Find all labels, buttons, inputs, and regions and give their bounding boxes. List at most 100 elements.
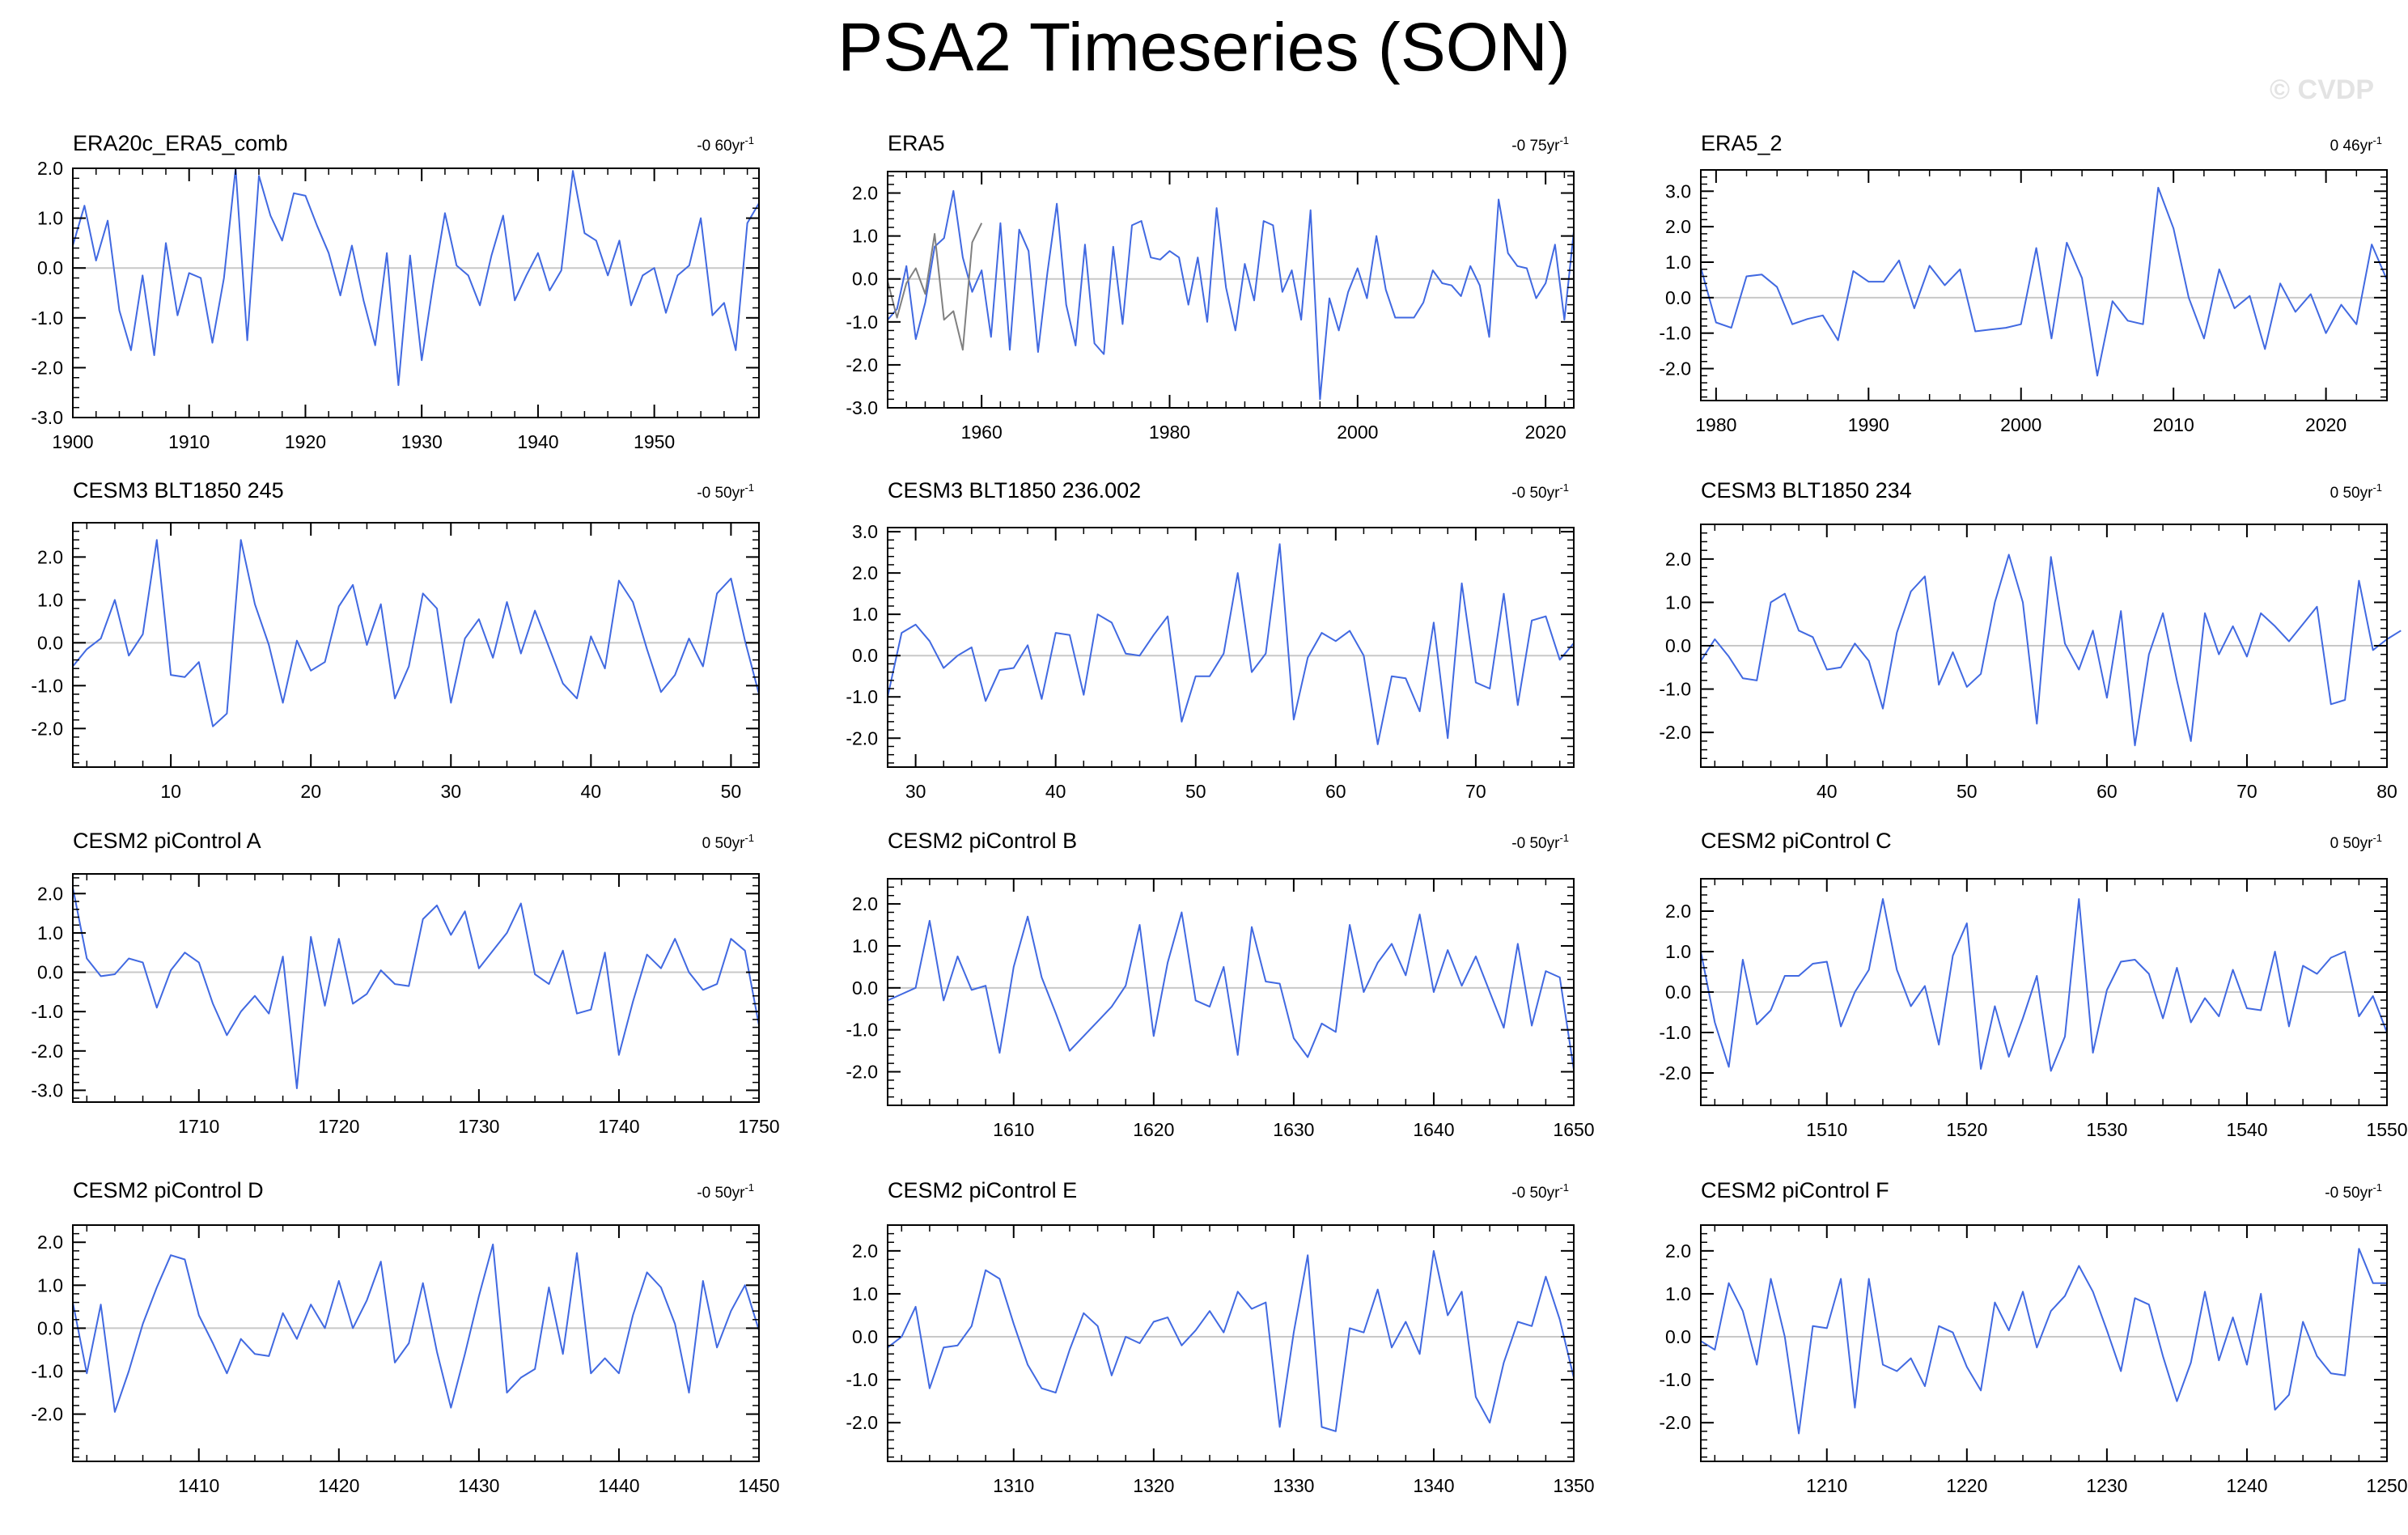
- panel-title: CESM3 BLT1850 234: [1701, 478, 1912, 502]
- x-tick-label: 1910: [168, 431, 210, 452]
- y-tick-label: 1.0: [1665, 252, 1691, 273]
- y-tick-label: 1.0: [37, 1274, 63, 1295]
- trend-exponent: -1: [2372, 134, 2382, 146]
- y-tick-label: -1.0: [1659, 1369, 1691, 1390]
- x-tick-label: 1440: [598, 1475, 639, 1496]
- timeseries-panel: ERA5_2 0 46yr-1 -2.0 -1.0 0.0 1.0 2.0 3.0 1980 19…: [1659, 131, 2388, 435]
- y-tick-label: -3.0: [31, 407, 63, 428]
- y-tick-label: 1.0: [37, 589, 63, 610]
- x-tick-label: 1640: [1413, 1119, 1454, 1140]
- plot-frame: [72, 1224, 760, 1462]
- x-tick-label: 80: [2376, 781, 2397, 802]
- timeseries-panel: ERA5 -0 75yr-1 -3.0 -2.0 -1.0 0.0 1.0 2.0 1960 19…: [846, 131, 1575, 443]
- y-tick-label: -2.0: [1659, 1062, 1691, 1083]
- x-tick-label: 70: [2236, 781, 2258, 802]
- series-line: [887, 911, 1575, 1071]
- x-tick-label: 1950: [634, 431, 675, 452]
- x-tick-label: 1240: [2226, 1475, 2267, 1496]
- y-tick-label: 0.0: [852, 645, 878, 666]
- y-tick-label: 0.0: [852, 269, 878, 290]
- x-tick-label: 60: [2096, 781, 2118, 802]
- y-tick-label: 2.0: [1665, 901, 1691, 922]
- y-tick-label: -1.0: [846, 686, 878, 707]
- trend-value: -0 50yr: [1511, 485, 1560, 502]
- y-tick-label: 2.0: [37, 546, 63, 567]
- panel-title: ERA5: [888, 131, 945, 155]
- y-tick-label: -1.0: [1659, 1022, 1691, 1043]
- timeseries-panel: CESM2 piControl B -0 50yr-1 -2.0 -1.0 0.0 1.0…: [846, 829, 1594, 1140]
- plot-frame: [1700, 169, 2388, 401]
- plot-frame: [1700, 1224, 2388, 1462]
- y-tick-label: -1.0: [846, 1369, 878, 1390]
- y-tick-label: 0.0: [1665, 1326, 1691, 1347]
- x-tick-label: 1330: [1273, 1475, 1314, 1496]
- y-tick-label: 1.0: [1665, 1283, 1691, 1304]
- y-tick-label: 2.0: [37, 158, 63, 179]
- panel-title: CESM3 BLT1850 245: [73, 478, 284, 502]
- x-tick-label: 1750: [738, 1116, 779, 1137]
- y-tick-label: 0.0: [1665, 635, 1691, 656]
- trend-exponent: -1: [2372, 481, 2382, 494]
- x-tick-label: 50: [721, 781, 742, 802]
- x-tick-label: 1430: [458, 1475, 499, 1496]
- trend-exponent: -1: [744, 832, 754, 844]
- timeseries-panel: CESM2 piControl F -0 50yr-1 -2.0 -1.0 0.0 1.0…: [1659, 1178, 2407, 1496]
- x-tick-label: 1650: [1553, 1119, 1594, 1140]
- trend-label: -0 50yr-1: [697, 1181, 754, 1202]
- x-tick-label: 1710: [178, 1116, 219, 1137]
- series-line: [887, 1249, 1575, 1432]
- trend-value: 0 50yr: [702, 835, 745, 852]
- y-tick-label: -1.0: [31, 307, 63, 329]
- x-tick-label: 1740: [598, 1116, 639, 1137]
- trend-label: 0 50yr-1: [2330, 832, 2382, 852]
- x-tick-label: 1320: [1133, 1475, 1174, 1496]
- x-tick-label: 1720: [318, 1116, 359, 1137]
- y-tick-label: 1.0: [1665, 941, 1691, 962]
- plot-frame: [72, 167, 760, 418]
- x-tick-label: 1920: [285, 431, 326, 452]
- y-tick-label: -1.0: [846, 1020, 878, 1041]
- series-line: [72, 167, 760, 386]
- y-tick-label: 2.0: [852, 562, 878, 583]
- y-tick-label: -2.0: [1659, 358, 1691, 380]
- x-tick-label: 2020: [2305, 414, 2347, 435]
- panel-title: CESM2 piControl D: [73, 1178, 264, 1202]
- timeseries-panel: ERA20c_ERA5_comb -0 60yr-1 -3.0 -2.0 -1.0 0.0…: [31, 131, 760, 452]
- x-tick-label: 1210: [1806, 1475, 1847, 1496]
- y-tick-label: -2.0: [1659, 722, 1691, 743]
- y-tick-label: -3.0: [31, 1079, 63, 1100]
- trend-value: -0 50yr: [697, 1185, 745, 1202]
- y-tick-label: 1.0: [37, 922, 63, 943]
- y-tick-label: -1.0: [31, 1001, 63, 1022]
- panel-title: CESM3 BLT1850 236.002: [888, 478, 1141, 502]
- y-tick-label: 2.0: [37, 883, 63, 904]
- trend-value: 0 46yr: [2330, 138, 2373, 155]
- x-tick-label: 30: [440, 781, 461, 802]
- timeseries-panel: CESM3 BLT1850 245 -0 50yr-1 -2.0 -1.0 0.0 1.0…: [31, 478, 760, 802]
- x-tick-label: 1220: [1946, 1475, 1987, 1496]
- panel-title: CESM2 piControl E: [888, 1178, 1077, 1202]
- trend-label: -0 50yr-1: [1511, 832, 1569, 852]
- x-tick-label: 1450: [738, 1475, 779, 1496]
- trend-value: 0 50yr: [2330, 835, 2373, 852]
- timeseries-panel: CESM2 piControl E -0 50yr-1 -2.0 -1.0 0.0 1.0…: [846, 1178, 1594, 1496]
- x-tick-label: 1990: [1848, 414, 1889, 435]
- trend-value: -0 50yr: [1511, 835, 1560, 852]
- trend-label: -0 50yr-1: [1511, 481, 1569, 502]
- figure-title: PSA2 Timeseries (SON): [837, 9, 1571, 85]
- y-tick-label: -2.0: [846, 354, 878, 375]
- y-tick-label: 0.0: [1665, 287, 1691, 308]
- trend-exponent: -1: [744, 481, 754, 494]
- plot-frame: [887, 1224, 1575, 1462]
- trend-exponent: -1: [1559, 832, 1569, 844]
- y-tick-label: 0.0: [852, 1326, 878, 1347]
- y-tick-label: 1.0: [852, 1283, 878, 1304]
- x-tick-label: 50: [1185, 781, 1206, 802]
- trend-exponent: -1: [1559, 1181, 1569, 1194]
- trend-label: 0 46yr-1: [2330, 134, 2382, 155]
- x-tick-label: 50: [1956, 781, 1978, 802]
- y-tick-label: 0.0: [37, 962, 63, 983]
- x-tick-label: 1940: [517, 431, 558, 452]
- trend-exponent: -1: [744, 1181, 754, 1194]
- panel-title: CESM2 piControl A: [73, 829, 261, 853]
